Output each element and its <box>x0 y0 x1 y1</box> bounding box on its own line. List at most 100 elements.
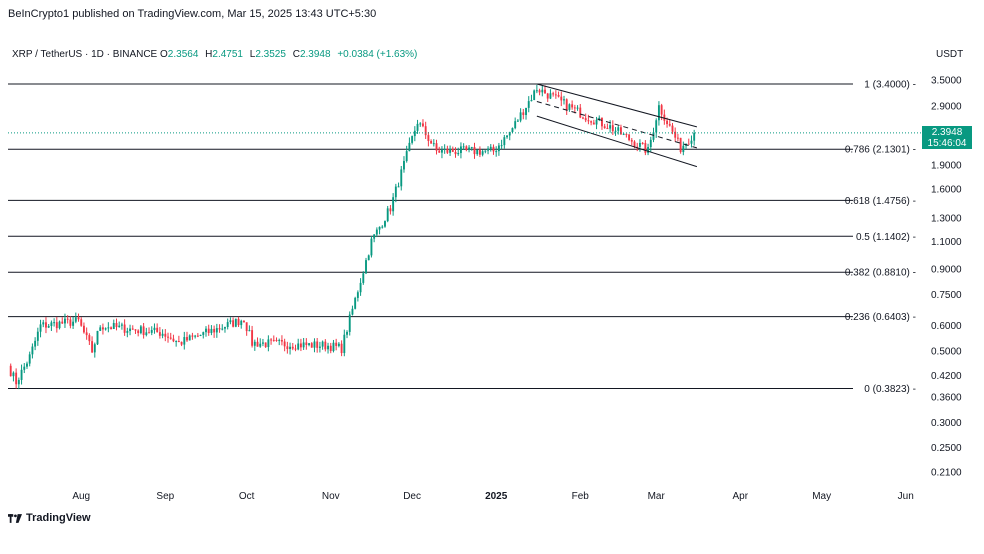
change-value: +0.0384 (+1.63%) <box>337 49 418 60</box>
candle-body <box>340 343 343 354</box>
candle-body <box>9 365 12 377</box>
candle-body <box>232 320 235 327</box>
candle-body <box>199 334 202 336</box>
currency-label[interactable]: USDT <box>936 49 964 60</box>
candle-body <box>332 342 335 352</box>
candle-body <box>251 330 254 346</box>
candle-body <box>112 323 115 329</box>
candle-body <box>82 325 85 333</box>
candle-body <box>592 122 595 125</box>
tradingview-logo-icon <box>8 513 22 523</box>
candle-body <box>131 328 134 330</box>
candle-body <box>354 297 357 309</box>
candle-body <box>161 333 164 336</box>
candle-body <box>620 127 622 135</box>
candle-body <box>408 142 411 152</box>
candle-body <box>142 326 145 336</box>
candle-body <box>693 132 696 141</box>
candle-body <box>495 151 498 153</box>
candle-body <box>221 328 224 330</box>
candle-body <box>58 321 61 329</box>
x-tick-label: Apr <box>733 491 749 502</box>
candle-body <box>481 151 484 155</box>
candle-body <box>280 339 283 342</box>
candle-body <box>389 208 392 212</box>
candle-body <box>538 90 541 93</box>
candle-body <box>584 118 587 121</box>
candle-body <box>77 317 80 320</box>
candle-body <box>454 151 457 155</box>
descending-channel <box>8 83 922 168</box>
candle-body <box>15 372 18 385</box>
candle-body <box>286 346 289 350</box>
candle-body <box>638 142 641 147</box>
y-tick-label: 0.9000 <box>931 265 962 276</box>
candle-body <box>169 337 172 339</box>
fib-level-label: 0.618 (1.4756) - <box>845 196 916 207</box>
fib-level-label: 0.786 (2.1301) - <box>845 145 916 156</box>
y-tick-label: 1.3000 <box>931 213 962 224</box>
candle-body <box>88 335 91 342</box>
y-tick-label: 0.4200 <box>931 371 962 382</box>
candle-body <box>104 328 107 330</box>
candle-body <box>188 335 191 341</box>
candle-body <box>533 90 536 100</box>
candle-body <box>180 341 183 345</box>
candle-body <box>362 273 365 283</box>
close-label: C <box>292 49 300 60</box>
low-label: L <box>249 49 256 60</box>
candle-body <box>96 330 99 345</box>
candle-body <box>413 130 416 137</box>
candle-body <box>430 141 433 144</box>
candle-body <box>218 328 221 330</box>
candle-body <box>647 147 650 153</box>
candle-body <box>213 328 216 333</box>
candle-body <box>462 146 465 148</box>
candle-body <box>628 134 631 141</box>
candle-body <box>544 89 546 94</box>
candle-body <box>243 320 245 323</box>
candle-body <box>356 292 359 298</box>
candle-body <box>156 327 159 333</box>
chart-panel[interactable] <box>6 40 978 508</box>
candle-body <box>196 335 199 337</box>
candle-body <box>47 325 50 328</box>
candle-body <box>373 234 376 239</box>
candle-body <box>321 341 324 347</box>
candle-body <box>66 318 69 320</box>
y-tick-label: 0.2100 <box>931 468 962 479</box>
candle-body <box>297 343 300 350</box>
last-price-value: 2.3948 <box>931 127 963 138</box>
candle-body <box>571 104 574 108</box>
fib-level-label: 0.236 (0.6403) - <box>845 312 916 323</box>
candle-body <box>489 146 492 149</box>
candle-body <box>248 330 251 332</box>
candle-body <box>351 308 354 315</box>
candle-body <box>435 143 438 151</box>
candle-body <box>476 149 479 155</box>
tradingview-logo[interactable]: TradingView <box>8 512 91 524</box>
candle-body <box>26 363 28 367</box>
candle-body <box>660 105 663 115</box>
candle-body <box>416 123 419 131</box>
candle-body <box>20 369 23 380</box>
candle-body <box>565 99 568 110</box>
candle-body <box>23 366 26 370</box>
candle-body <box>492 146 495 152</box>
candle-body <box>500 145 503 147</box>
candle-body <box>348 314 351 332</box>
candle-body <box>261 342 264 344</box>
candle-body <box>603 126 606 129</box>
candle-body <box>91 341 94 353</box>
y-tick-label: 2.9000 <box>931 102 962 113</box>
candle-body <box>549 93 552 99</box>
candle-body <box>394 186 397 198</box>
fib-level-label: 0.5 (1.1402) - <box>856 232 916 243</box>
candle-body <box>64 318 66 324</box>
candle-body <box>167 336 169 338</box>
candle-body <box>202 332 205 335</box>
candle-body <box>560 96 563 101</box>
candle-body <box>210 328 213 333</box>
candle-body <box>191 335 194 337</box>
